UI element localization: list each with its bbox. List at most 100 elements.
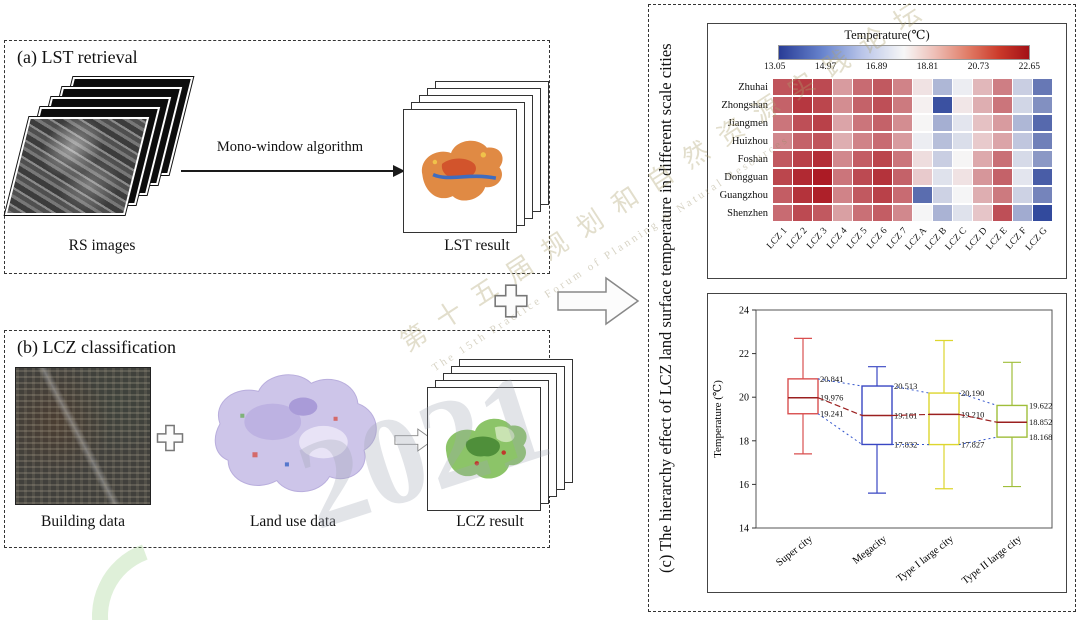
plus-icon: [494, 284, 528, 318]
svg-text:17.827: 17.827: [961, 440, 984, 450]
heatmap-cell: [773, 187, 792, 203]
heatmap-cell: [833, 79, 852, 95]
heatmap-cell: [933, 169, 952, 185]
building-data-label: Building data: [41, 513, 125, 530]
svg-text:Type I large city: Type I large city: [895, 533, 957, 584]
heatmap-cell: [913, 133, 932, 149]
svg-text:19.622: 19.622: [1029, 400, 1052, 410]
panel-c-title: (c) The hierarchy effect of LCZ land sur…: [656, 43, 675, 573]
heatmap-cell: [813, 115, 832, 131]
heatmap-cell: [913, 205, 932, 221]
heatmap-cell: [793, 133, 812, 149]
heatmap-cell: [853, 187, 872, 203]
rs-images-label: RS images: [68, 237, 136, 254]
heatmap-cell: [833, 133, 852, 149]
svg-text:18.168: 18.168: [1029, 432, 1052, 442]
heatmap-cell: [853, 205, 872, 221]
heatmap-cell: [953, 133, 972, 149]
lcz-map-page: [427, 387, 541, 511]
heatmap-panel: Temperature(℃) 13.05 14.97 16.89 18.81 20.73…: [707, 23, 1067, 279]
heatmap-cell: [933, 133, 952, 149]
heatmap-cell: [893, 169, 912, 185]
svg-text:20.513: 20.513: [894, 381, 917, 391]
heatmap-cell: [973, 187, 992, 203]
heatmap-cell: [1033, 151, 1052, 167]
heatmap-cell: [1013, 133, 1032, 149]
heatmap-cell: [1033, 79, 1052, 95]
heatmap-cell: [1013, 151, 1032, 167]
heatmap-cell: [773, 79, 792, 95]
heatmap-cell: [873, 187, 892, 203]
heatmap-cell: [853, 115, 872, 131]
svg-text:20.190: 20.190: [961, 388, 984, 398]
heatmap-cell: [953, 205, 972, 221]
heatmap-cell: [1033, 133, 1052, 149]
svg-text:22: 22: [739, 349, 749, 360]
arrow-head: [393, 165, 405, 177]
heatmap-col-label: LCZ G: [1023, 226, 1050, 253]
svg-text:Type II large city: Type II large city: [960, 533, 1024, 587]
heatmap-cell: [933, 115, 952, 131]
heatmap-cell: [873, 115, 892, 131]
heatmap-cell: [813, 205, 832, 221]
heatmap-cell: [993, 115, 1012, 131]
heatmap-row-label: Huizhou: [731, 135, 768, 147]
colorbar-tick: 13.05: [764, 62, 786, 72]
svg-text:17.832: 17.832: [894, 439, 917, 449]
svg-text:19.241: 19.241: [820, 409, 843, 419]
heatmap-cell: [833, 115, 852, 131]
heatmap-row: Dongguan: [716, 168, 1053, 186]
svg-text:18.852: 18.852: [1029, 417, 1052, 427]
svg-text:19.210: 19.210: [961, 409, 984, 419]
heatmap-cell: [813, 133, 832, 149]
colorbar-tick: 14.97: [814, 62, 837, 72]
heatmap-cell: [773, 97, 792, 113]
heatmap-row-label: Zhuhai: [738, 81, 768, 93]
heatmap-cell: [813, 79, 832, 95]
heatmap-cell: [993, 133, 1012, 149]
colorbar-tick-labels: 13.05 14.97 16.89 18.81 20.73 22.65: [764, 62, 1040, 72]
heatmap-row-label: Jiangmen: [727, 117, 768, 129]
heatmap-cell: [833, 169, 852, 185]
heatmap-cell: [1013, 115, 1032, 131]
mono-window-arrow-icon: [181, 165, 405, 177]
svg-text:20.841: 20.841: [820, 374, 843, 384]
panel-a-title: (a) LST retrieval: [17, 47, 138, 67]
heatmap-cell: [913, 187, 932, 203]
heatmap-cell: [973, 115, 992, 131]
svg-text:18: 18: [739, 436, 749, 447]
panel-b: (b) LCZ classification Building data Lan…: [4, 330, 573, 548]
heatmap-cell: [953, 115, 972, 131]
heatmap-cell: [1033, 169, 1052, 185]
heatmap-cell: [773, 169, 792, 185]
heatmap-row: Jiangmen: [716, 114, 1053, 132]
boxplot-chart: 14 16 18 20 22 24 Temperature (℃) 20.841 19.976 1…: [712, 306, 1053, 587]
svg-text:Temperature (℃): Temperature (℃): [712, 380, 724, 458]
heatmap-cell: [793, 169, 812, 185]
lst-result-label: LST result: [444, 237, 510, 254]
heatmap-cell: [933, 187, 952, 203]
svg-text:24: 24: [739, 306, 749, 317]
heatmap-cell: [793, 187, 812, 203]
heatmap-cell: [773, 115, 792, 131]
landuse-map: [191, 361, 395, 509]
colorbar-tick: 16.89: [865, 62, 888, 72]
heatmap-cell: [833, 187, 852, 203]
heatmap-cell: [933, 205, 952, 221]
heatmap-cell: [853, 169, 872, 185]
heatmap-cell: [953, 169, 972, 185]
heatmap-cell: [913, 79, 932, 95]
heatmap-cell: [833, 205, 852, 221]
colorbar-title: Temperature(℃): [844, 28, 930, 42]
heatmap-cell: [893, 133, 912, 149]
heatmap-cell: [993, 169, 1012, 185]
heatmap-row-label: Guangzhou: [719, 189, 768, 201]
heatmap-cell: [1013, 97, 1032, 113]
heatmap-cell: [953, 97, 972, 113]
heatmap-cell: [853, 79, 872, 95]
heatmap-cell: [793, 97, 812, 113]
heatmap-cell: [993, 205, 1012, 221]
heatmap-cell: [1033, 115, 1052, 131]
heatmap-cell: [893, 115, 912, 131]
